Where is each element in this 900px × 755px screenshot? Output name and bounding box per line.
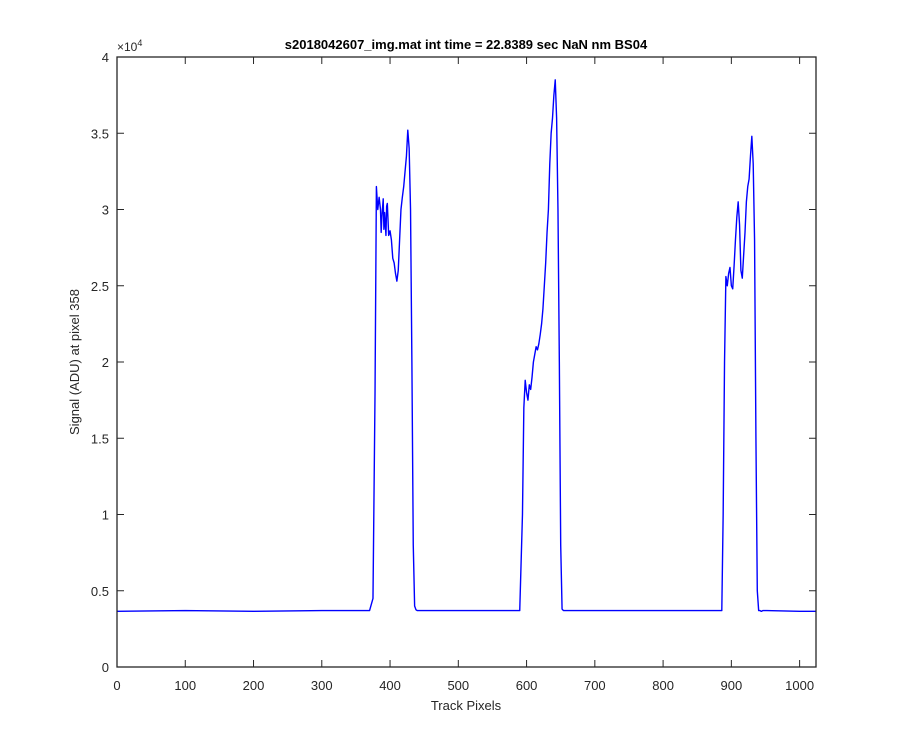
y-tick-label: 2 [102, 355, 109, 370]
y-axis-ticks: 0 0.5 1 1.5 2 2.5 3 3.5 4 [91, 50, 816, 675]
x-tick-label: 300 [311, 678, 333, 693]
x-axis-label: Track Pixels [431, 698, 502, 713]
y-tick-label: 0.5 [91, 584, 109, 599]
y-tick-label: 2.5 [91, 279, 109, 294]
x-tick-label: 200 [243, 678, 265, 693]
x-tick-label: 900 [721, 678, 743, 693]
series-line-1 [116, 79, 816, 613]
y-tick-label: 1.5 [91, 431, 109, 446]
x-tick-label: 600 [516, 678, 538, 693]
x-tick-label: 400 [379, 678, 401, 693]
y-tick-label: 3.5 [91, 126, 109, 141]
chart-title: s2018042607_img.mat int time = 22.8389 s… [285, 37, 648, 52]
y-axis-label: Signal (ADU) at pixel 358 [67, 289, 82, 435]
y-axis-exponent: ×104 [117, 38, 142, 54]
y-axis-exponent-base: ×10 [117, 40, 138, 54]
x-tick-label: 800 [652, 678, 674, 693]
y-tick-label: 4 [102, 50, 109, 65]
x-tick-label: 0 [113, 678, 120, 693]
y-tick-label: 3 [102, 203, 109, 218]
y-tick-label: 0 [102, 660, 109, 675]
x-tick-label: 1000 [785, 678, 814, 693]
series-layer [116, 79, 816, 613]
plot-area-background [117, 57, 816, 667]
y-axis-exponent-power: 4 [137, 38, 142, 48]
x-axis-ticks: 0 100 200 300 400 500 600 700 800 900 1000 [113, 57, 814, 693]
x-tick-label: 700 [584, 678, 606, 693]
y-tick-label: 1 [102, 508, 109, 523]
x-tick-label: 500 [447, 678, 469, 693]
x-tick-label: 100 [174, 678, 196, 693]
